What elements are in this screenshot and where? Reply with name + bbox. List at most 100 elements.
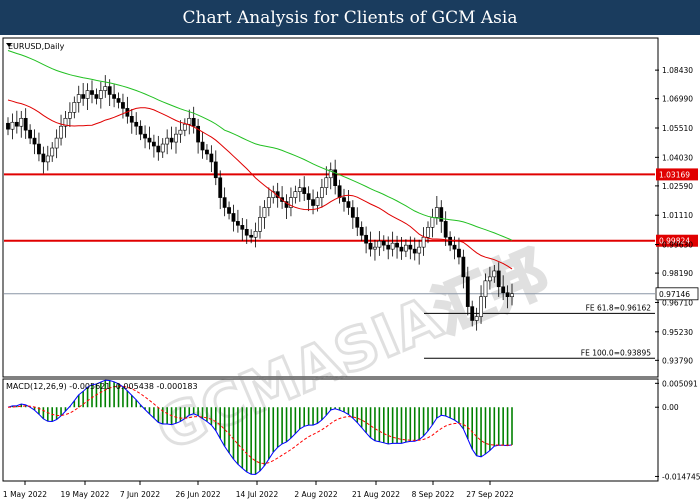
candle-body <box>324 177 329 188</box>
candle-body <box>510 293 514 298</box>
candle-body <box>54 137 59 149</box>
fibonacci-label: FE 100.0=0.93895 <box>581 348 651 357</box>
candle-body <box>209 153 214 163</box>
candle-body <box>443 221 448 238</box>
candle-body <box>381 240 386 246</box>
symbol-label: EURUSD,Daily <box>8 42 65 51</box>
moving-average-line <box>7 99 513 270</box>
candle-body <box>364 234 369 244</box>
macd-tick-label: 0.005091 <box>662 379 698 388</box>
candle-body <box>143 133 147 139</box>
candle-body <box>165 137 170 145</box>
time-tick-label: 7 Jun 2022 <box>120 490 161 499</box>
candle-body <box>262 207 267 218</box>
candle-body <box>430 217 435 228</box>
price-tick-label: 0.93790 <box>662 356 693 365</box>
chevron-down-icon[interactable] <box>6 43 12 47</box>
price-tick-label: 0.96710 <box>662 298 693 307</box>
price-tick-label: 1.05510 <box>662 124 693 133</box>
candle-body <box>200 141 205 151</box>
price-tick-label: 1.04030 <box>662 153 693 162</box>
candle-body <box>417 246 422 254</box>
candle-body <box>187 117 192 125</box>
candle-body <box>249 234 254 238</box>
resistance-price-box <box>656 168 698 181</box>
candle-body <box>169 137 174 143</box>
candlestick-series <box>6 75 514 331</box>
candle-body <box>103 86 108 91</box>
candle-body <box>218 177 223 198</box>
candle-body <box>426 227 430 238</box>
candle-body <box>421 236 426 248</box>
candle-body <box>373 246 377 250</box>
macd-indicator: 0.005091 0.00 -0.014745 <box>7 379 700 481</box>
time-tick-label: 14 Jul 2022 <box>236 490 279 499</box>
price-tick-label: 1.01110 <box>662 211 693 220</box>
candle-body <box>496 270 501 288</box>
candle-body <box>258 217 262 232</box>
candle-body <box>461 256 466 278</box>
candle-body <box>474 316 479 321</box>
candle-body <box>6 122 10 130</box>
candle-body <box>107 86 112 95</box>
moving-average-line <box>7 50 513 241</box>
candle-body <box>178 129 183 135</box>
candle-body <box>501 286 506 294</box>
page-title: Chart Analysis for Clients of GCM Asia <box>0 0 700 35</box>
candle-body <box>368 242 373 250</box>
candle-body <box>63 117 68 127</box>
candle-body <box>244 229 249 236</box>
candle-body <box>129 116 134 123</box>
candle-body <box>32 137 37 145</box>
resistance-price-label: 0.99824 <box>659 237 690 246</box>
price-tick-label: 1.08430 <box>662 66 693 75</box>
candle-body <box>448 236 453 246</box>
candle-body <box>191 117 196 127</box>
candle-body <box>293 191 298 198</box>
price-tick-label: 1.06990 <box>662 95 693 104</box>
candle-body <box>439 207 444 222</box>
candle-body <box>196 125 201 143</box>
price-panel-frame <box>2 37 659 378</box>
current-price-box <box>655 287 699 301</box>
candle-body <box>67 112 72 119</box>
candle-body <box>81 94 86 99</box>
candle-body <box>297 187 302 192</box>
candle-body <box>377 240 382 248</box>
candle-body <box>505 292 510 298</box>
candle-body <box>342 197 346 202</box>
candle-body <box>45 155 50 163</box>
resistance-price-label: 1.03169 <box>659 170 690 179</box>
candle-body <box>37 143 41 155</box>
candle-body <box>315 197 320 206</box>
candle-body <box>160 143 165 153</box>
time-tick-label: 1 May 2022 <box>3 490 47 499</box>
candle-body <box>333 169 338 186</box>
fibonacci-label: FE 61.8=0.96162 <box>586 303 652 312</box>
candle-body <box>112 94 117 99</box>
price-tick-label: 0.98190 <box>662 269 693 278</box>
candle-body <box>492 270 497 278</box>
candle-body <box>19 117 24 127</box>
price-tick-label: 0.99630 <box>662 241 693 250</box>
price-tick-label: 1.02590 <box>662 182 693 191</box>
candle-body <box>235 221 240 226</box>
candle-body <box>116 98 121 103</box>
candle-body <box>355 217 360 228</box>
time-tick-label: 21 Aug 2022 <box>352 490 400 499</box>
candle-body <box>10 121 15 130</box>
candle-body <box>14 121 19 127</box>
candle-body <box>151 141 156 147</box>
candle-body <box>147 137 152 143</box>
candle-body <box>182 123 187 131</box>
candle-body <box>306 193 311 200</box>
time-tick-label: 26 Jun 2022 <box>175 490 220 499</box>
candle-body <box>395 242 399 248</box>
candle-body <box>289 197 293 208</box>
candle-body <box>41 153 46 163</box>
candle-body <box>302 187 307 194</box>
candle-body <box>434 207 439 218</box>
candle-body <box>479 296 483 317</box>
macd-header: MACD(12,26,9) -0.005621 -0.005438 -0.000… <box>6 382 198 391</box>
